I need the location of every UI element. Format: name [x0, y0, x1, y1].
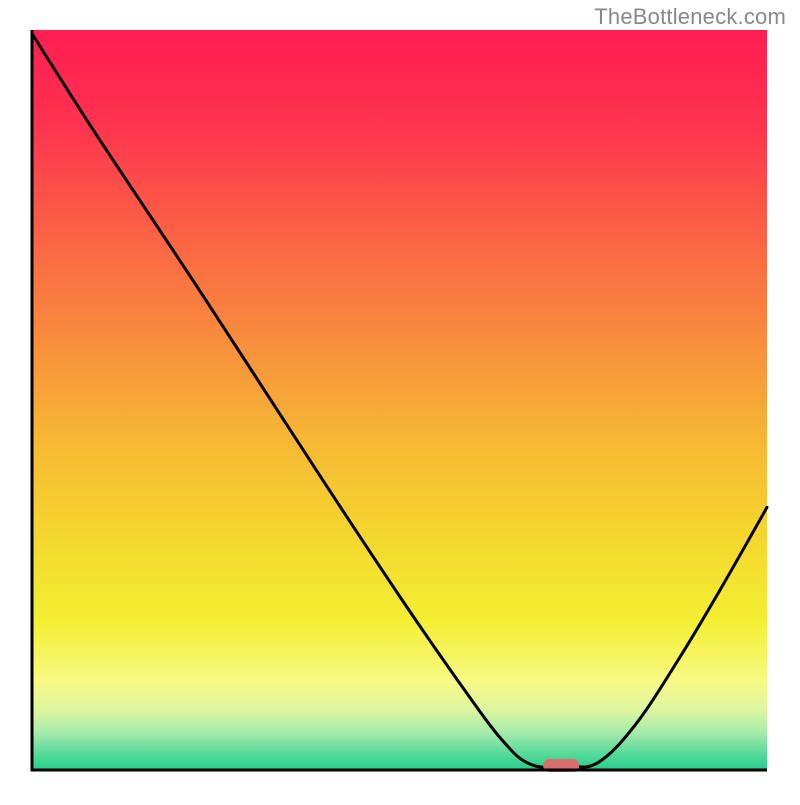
plot-background — [32, 30, 767, 770]
watermark-text: TheBottleneck.com — [594, 4, 786, 30]
chart-svg — [0, 0, 800, 800]
bottleneck-chart — [0, 0, 800, 800]
